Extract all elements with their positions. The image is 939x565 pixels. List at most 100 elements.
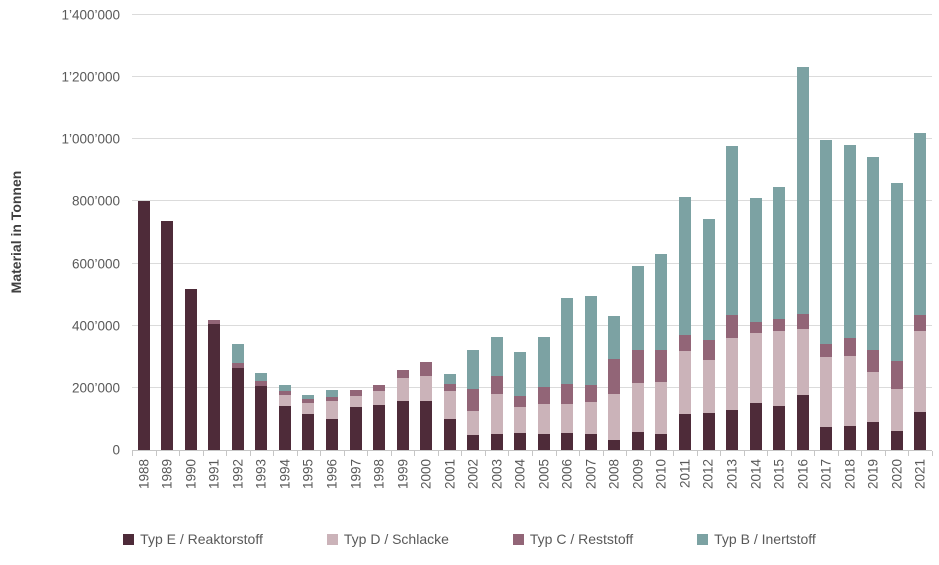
bar-segment (773, 186, 786, 319)
bar-stack (443, 15, 456, 450)
bar-stack (137, 15, 150, 450)
bar-segment (843, 145, 856, 339)
bar-segment (655, 349, 668, 383)
bar-segment (537, 433, 550, 450)
legend: Typ E / Reaktorstoff Typ D / Schlacke Typ … (0, 531, 939, 547)
x-tick-label: 1990 (183, 459, 199, 490)
legend-item: Typ C / Reststoff (512, 531, 634, 547)
x-tick (743, 451, 745, 456)
bar-stack (914, 15, 927, 450)
y-tick-label: 600’000 (71, 256, 120, 272)
legend-label: Typ C / Reststoff (529, 531, 634, 547)
bar-stack (490, 15, 503, 450)
bar-segment (631, 431, 644, 450)
x-tick (626, 451, 628, 456)
bar-segment (702, 339, 715, 360)
x-tick-label: 1997 (348, 459, 364, 490)
bar-segment (726, 314, 739, 339)
bar-segment (184, 289, 197, 450)
bar-segment (373, 404, 386, 450)
x-tick (720, 451, 722, 456)
y-tick-label: 800’000 (71, 193, 120, 209)
bar-2007 (579, 15, 603, 450)
bar-segment (490, 376, 503, 395)
x-tick (673, 451, 675, 456)
bar-segment (914, 315, 927, 332)
bar-segment (584, 434, 597, 450)
gridline (132, 138, 932, 140)
x-tick (696, 451, 698, 456)
bar-segment (255, 372, 268, 382)
x-tick (461, 451, 463, 456)
bar-stack (420, 15, 433, 450)
bar-stack (514, 15, 527, 450)
bar-segment (396, 370, 409, 378)
bar-segment (373, 384, 386, 391)
bar-stack (796, 15, 809, 450)
bar-segment (420, 401, 433, 450)
x-tick (414, 451, 416, 456)
bar-stack (184, 15, 197, 450)
x-tick (390, 451, 392, 456)
legend-swatch-icon (123, 533, 135, 545)
x-tick (343, 451, 345, 456)
x-tick-label: 2013 (724, 459, 740, 490)
bar-segment (514, 432, 527, 450)
bar-segment (608, 440, 621, 450)
bar-1998 (367, 15, 391, 450)
bar-2017 (814, 15, 838, 450)
x-tick-label: 2009 (630, 459, 646, 490)
bar-stack (867, 15, 880, 450)
x-tick-label: 2000 (418, 459, 434, 490)
x-tick-label: 1992 (230, 459, 246, 490)
bar-segment (608, 315, 621, 360)
x-tick-label: 2002 (465, 459, 481, 490)
x-tick (296, 451, 298, 456)
y-axis: 0 200’000 400’000 600’000 800’000 1’000’000 1’… (0, 8, 120, 458)
bar-segment (255, 381, 268, 387)
bar-segment (820, 140, 833, 344)
bar-segment (796, 328, 809, 395)
x-tick (861, 451, 863, 456)
gridline (132, 76, 932, 78)
bar-segment (161, 221, 174, 450)
bar-segment (278, 405, 291, 450)
x-tick (932, 451, 933, 456)
bar-segment (349, 390, 362, 396)
bar-segment (631, 383, 644, 432)
gridline (132, 200, 932, 202)
bar-segment (655, 253, 668, 350)
bar-segment (867, 371, 880, 423)
bar-segment (537, 386, 550, 404)
bar-2004 (509, 15, 533, 450)
x-tick-label: 1996 (324, 459, 340, 490)
bar-segment (749, 403, 762, 450)
x-tick-label: 2015 (771, 459, 787, 490)
x-tick-label: 1998 (371, 459, 387, 490)
x-tick-label: 2005 (536, 459, 552, 490)
x-tick-label: 2017 (818, 459, 834, 490)
bar-stack (208, 15, 221, 450)
x-tick-label: 2011 (677, 459, 693, 489)
bar-segment (655, 382, 668, 434)
x-tick-label: 2021 (912, 459, 928, 490)
legend-label: Typ D / Schlacke (343, 531, 449, 547)
x-tick (884, 451, 886, 456)
bar-segment (584, 401, 597, 435)
bar-segment (537, 403, 550, 434)
bar-stack (467, 15, 480, 450)
legend-label: Typ E / Reaktorstoff (140, 531, 263, 547)
bar-segment (373, 390, 386, 405)
bar-segment (678, 351, 691, 414)
bar-2011 (673, 15, 697, 450)
bar-segment (443, 390, 456, 420)
bar-segment (561, 433, 574, 450)
bar-2000 (414, 15, 438, 450)
bar-stack (726, 15, 739, 450)
x-tick-label: 2006 (559, 459, 575, 490)
bar-segment (890, 182, 903, 362)
bar-segment (231, 344, 244, 364)
bar-segment (796, 313, 809, 329)
bar-segment (867, 422, 880, 450)
bar-segment (796, 67, 809, 314)
